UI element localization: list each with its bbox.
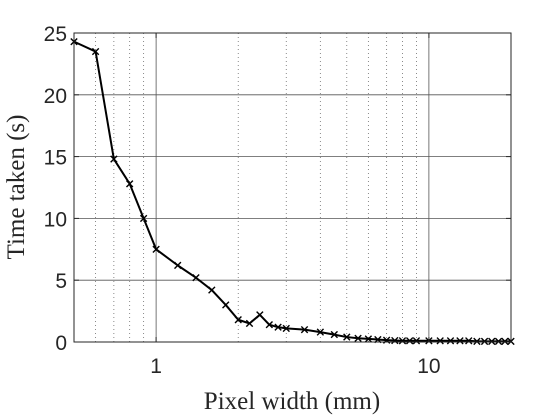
data-point xyxy=(405,337,414,345)
data-point xyxy=(208,286,216,294)
x-tick-label: 1 xyxy=(150,355,162,378)
y-tick-label: 10 xyxy=(44,208,67,231)
data-point xyxy=(436,337,444,345)
data-point xyxy=(152,245,160,253)
data-point xyxy=(501,337,509,346)
data-point xyxy=(398,337,407,345)
plot-background xyxy=(74,33,511,342)
y-tick-label: 20 xyxy=(44,85,67,108)
data-point xyxy=(488,337,496,346)
x-ticks: 1 10 xyxy=(150,33,441,378)
data-point xyxy=(364,335,373,343)
data-point xyxy=(274,323,282,331)
x-tick-label: 10 xyxy=(417,355,440,378)
y-tick-label: 0 xyxy=(55,332,67,355)
y-ticks: 0 5 10 15 20 25 xyxy=(44,23,511,355)
data-point xyxy=(446,337,455,345)
data-point xyxy=(139,214,148,223)
data-point xyxy=(256,311,264,319)
data-point xyxy=(412,337,421,345)
data-point xyxy=(265,321,274,329)
data-point xyxy=(282,324,290,333)
plot-frame xyxy=(73,32,512,343)
data-point xyxy=(110,155,118,163)
x-axis-label: Pixel width (mm) xyxy=(204,388,380,415)
data-point xyxy=(125,180,134,188)
data-point xyxy=(330,330,338,339)
data-point xyxy=(494,337,503,346)
data-point xyxy=(174,261,182,270)
data-point xyxy=(473,337,481,346)
data-point xyxy=(354,334,362,342)
data-point xyxy=(234,316,242,324)
data-point xyxy=(480,337,489,346)
data-point xyxy=(91,47,100,56)
data-point xyxy=(222,301,230,309)
data-point xyxy=(192,274,200,282)
data-point xyxy=(391,336,399,345)
major-grid xyxy=(74,33,511,342)
y-tick-label: 15 xyxy=(44,147,67,170)
data-point xyxy=(456,337,464,345)
y-tick-label: 5 xyxy=(55,270,67,293)
y-tick-label: 25 xyxy=(44,23,67,46)
data-point xyxy=(343,333,351,341)
data-point xyxy=(300,325,309,334)
data-point xyxy=(245,319,254,328)
data-point xyxy=(465,337,473,345)
data-point xyxy=(316,328,325,336)
y-axis-label: Time taken (s) xyxy=(3,115,30,260)
